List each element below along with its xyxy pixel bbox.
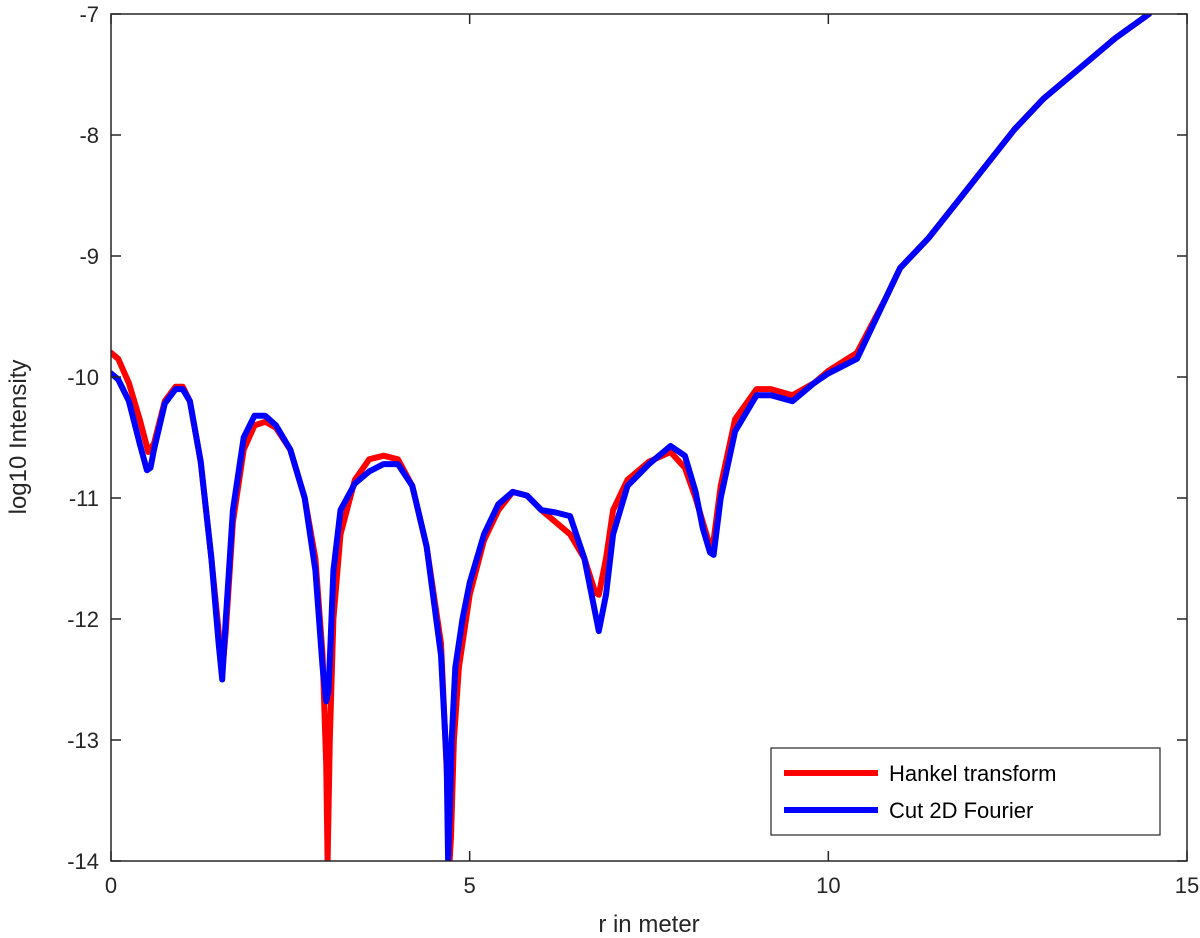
- ticks-layer: [110, 13, 1188, 862]
- y-tick-label: -13: [67, 728, 99, 753]
- y-axis-label: log10 Intensity: [5, 360, 32, 515]
- x-tick-label: 0: [105, 873, 117, 898]
- y-tick-label: -14: [67, 849, 99, 874]
- y-tick-label: -12: [67, 607, 99, 632]
- y-tick-label: -8: [79, 123, 99, 148]
- legend-label-fourier: Cut 2D Fourier: [889, 798, 1033, 823]
- plot-frame: [110, 13, 1188, 862]
- legend: Hankel transform Cut 2D Fourier: [770, 747, 1161, 836]
- legend-label-hankel: Hankel transform: [889, 761, 1057, 786]
- series-layer: [111, 14, 1152, 861]
- tick-labels-layer: 0 5 10 15 -14 -13 -12 -11 -10 -9 -8 -7: [67, 2, 1199, 898]
- x-tick-label: 10: [816, 873, 840, 898]
- x-axis-label: r in meter: [598, 911, 699, 938]
- y-tick-label: -10: [67, 365, 99, 390]
- y-tick-label: -11: [69, 486, 99, 511]
- x-tick-label: 15: [1175, 873, 1199, 898]
- y-tick-label: -7: [79, 2, 99, 27]
- y-tick-label: -9: [79, 244, 99, 269]
- series-line-fourier: [111, 14, 1152, 861]
- x-tick-label: 5: [464, 873, 476, 898]
- legend-box: [770, 747, 1161, 836]
